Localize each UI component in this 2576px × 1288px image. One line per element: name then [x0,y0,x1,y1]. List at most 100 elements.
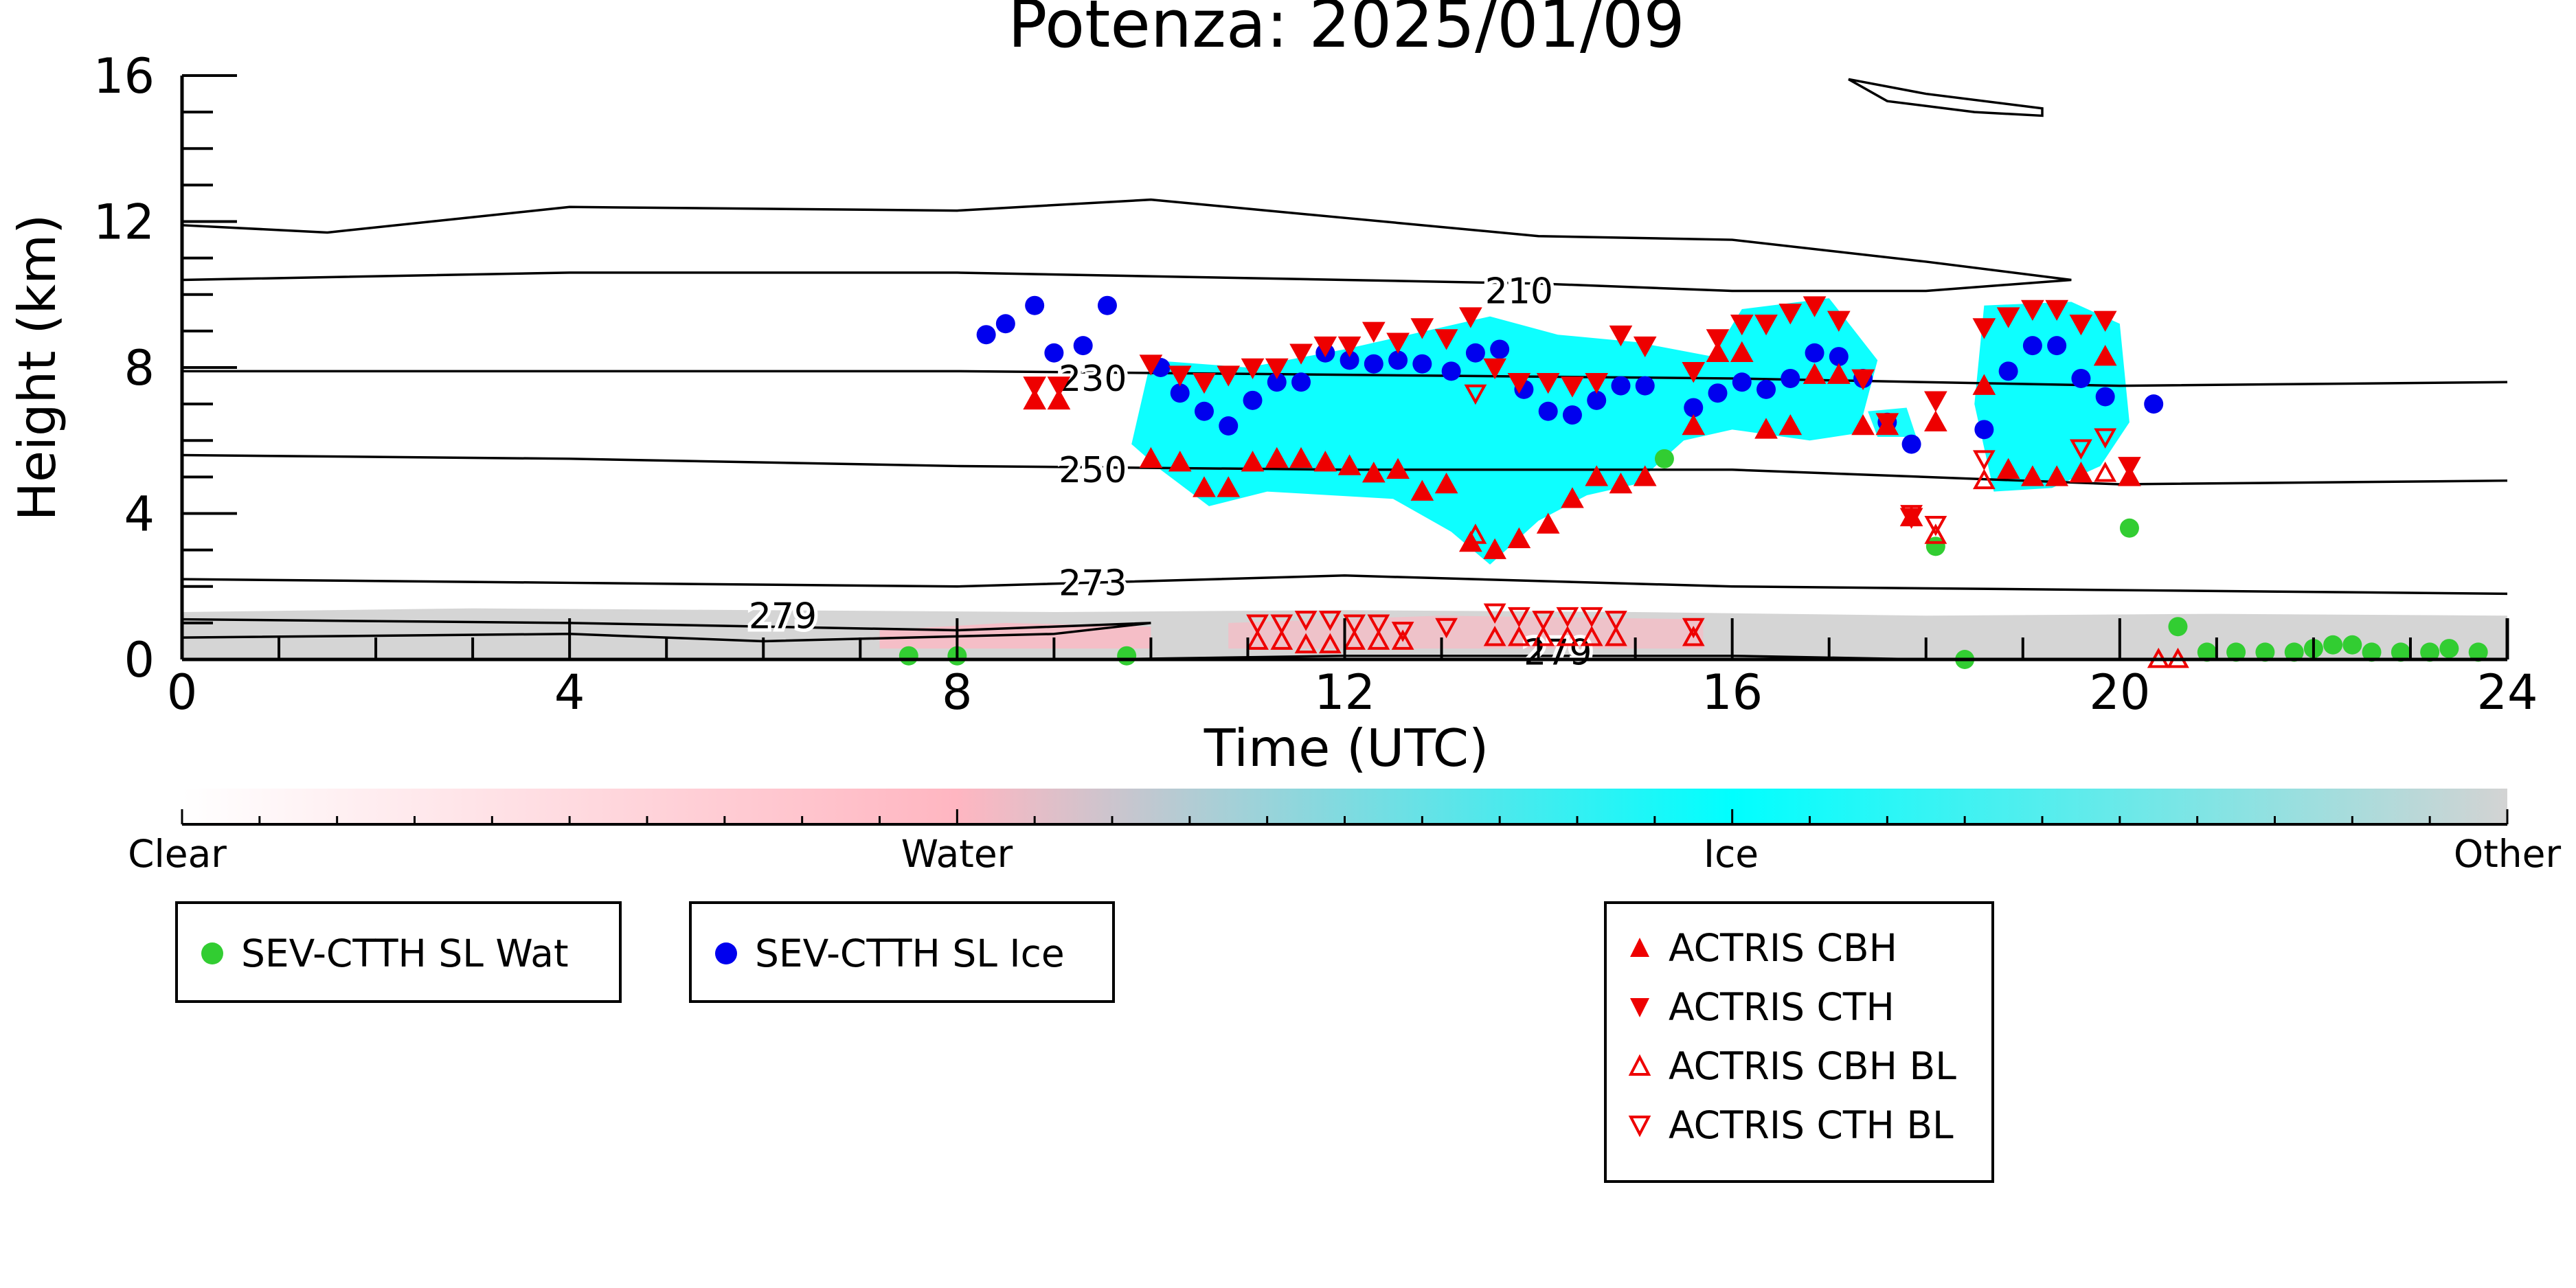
actris-cth-bl-point [1391,622,1414,642]
sev-ctth-sl-ice-point [1073,336,1093,356]
y-tick-label: 4 [124,486,155,543]
actris-cbh-point [1778,414,1803,436]
actris-cth-point [2021,300,2044,321]
actris-cth-point [1706,329,1730,350]
sev-ctth-sl-wat-point [2255,642,2275,662]
actris-cbh-point [1386,457,1410,479]
actris-cth-point [2069,314,2093,336]
sev-ctth-sl-ice-point [1781,368,1800,388]
actris-cth-point [1730,314,1754,336]
plot-area: 210 230 250 273 279 279 [181,78,2508,677]
contour-label: 250 [1059,450,1127,491]
sev-ctth-sl-ice-point [1829,347,1849,367]
sev-ctth-sl-ice-point [2144,394,2164,414]
actris-cth-point [1313,336,1337,358]
actris-cth-point [2093,310,2117,332]
contour-line [182,370,2508,387]
x-tick-label: 0 [167,664,198,721]
legend-label: ACTRIS CTH [1669,985,1895,1029]
actris-cth-point [1996,307,2020,328]
contour-label: 230 [1059,359,1127,400]
actris-cbh-point [1434,472,1458,494]
sev-ctth-sl-wat-point [2226,642,2246,662]
sev-ctth-sl-ice-point [2095,387,2115,407]
y-tick-label: 8 [124,340,155,396]
legend-label: ACTRIS CBH BL [1669,1044,1956,1088]
y-tick-label: 12 [93,194,155,251]
sev-ctth-sl-ice-point [1194,401,1214,421]
actris-cth-bl-point [1605,611,1627,631]
contour-line [181,574,2508,596]
actris-cth-bl-point [1343,614,1366,635]
actris-cbh-point [1924,410,1947,431]
actris-cbh-point [1241,451,1265,472]
sev-ctth-sl-ice-point [1490,339,1510,359]
sev-ctth-sl-ice-point [1465,343,1485,363]
actris-cbh-point [1507,527,1531,548]
actris-cth-point [1754,314,1778,336]
contour-label: 273 [1059,563,1127,604]
contour-line [181,198,2072,293]
actris-cth-bl-point [1294,611,1318,631]
legend-label: SEV-CTTH SL Wat [241,931,569,975]
legend-entry: SEV-CTTH SL Wat [192,931,569,975]
actris-cth-point [1609,325,1633,347]
actris-cth-point [1410,318,1434,339]
sev-ctth-sl-ice-point [1684,398,1704,418]
actris-cth-point [1803,296,1827,317]
sev-ctth-sl-ice-point [1611,376,1631,396]
actris-cth-bl-point [1972,450,1996,471]
actris-cth-point [1507,372,1531,394]
actris-cbh-bl-point [1556,626,1579,646]
actris-cbh-bl-point [1318,633,1342,654]
legend-ice: SEV-CTTH SL Ice [689,901,1115,1003]
actris-cbh-point [1827,363,1851,384]
sev-ctth-sl-ice-point [1267,372,1287,392]
sev-ctth-sl-ice-point [1587,390,1607,410]
sev-ctth-sl-wat-point [2197,642,2217,662]
colorbar-label-ice: Ice [1704,832,1759,876]
triangle-down-outline-icon [1628,1116,1651,1138]
triangle-down-icon [1630,998,1649,1017]
actris-cth-point [1386,332,1410,354]
sev-ctth-sl-ice-point [1441,361,1461,381]
actris-cth-point [1047,376,1071,398]
sev-ctth-sl-ice-point [1998,361,2018,381]
actris-cbh-point [1585,465,1609,486]
actris-cbh-bl-point [1924,523,1947,544]
actris-cbh-point [1996,457,2020,479]
actris-cbh-point [1803,363,1827,384]
actris-cth-bl-point [1580,607,1603,628]
sev-ctth-sl-ice-point [1974,420,1994,440]
actris-cbh-bl-point [1972,468,1996,490]
sev-ctth-sl-wat-point [2342,635,2362,655]
sev-ctth-sl-wat-point [1117,646,1137,666]
legend-entry: ACTRIS CBH [1619,926,1897,970]
x-tick-label: 20 [2089,664,2150,721]
sev-ctth-sl-ice-point [1291,372,1311,392]
contour-label: 279 [1524,632,1592,673]
colorbar-ticks [181,809,2509,824]
actris-cth-point [1633,336,1657,358]
actris-cth-bl-point [1900,505,1923,526]
y-axis-label: Height (km) [7,214,67,521]
actris-cth-point [1193,372,1216,394]
x-ticks: 0 4 8 12 16 20 24 [167,618,2538,721]
sev-ctth-sl-ice-point [1635,376,1655,396]
actris-cth-point [1337,336,1362,358]
water-class-region [1228,615,1704,649]
sev-ctth-sl-ice-point [1901,434,1921,454]
actris-cbh-point [1682,414,1706,436]
sev-ctth-sl-ice-point [976,325,996,345]
actris-cbh-bl-point [1580,626,1603,646]
sev-ctth-sl-ice-point [1170,383,1190,403]
actris-cbh-point [1754,418,1778,439]
actris-cth-bl-point [1532,611,1555,631]
legend-entry: ACTRIS CTH BL [1619,1103,1954,1147]
sev-ctth-sl-ice-point [1538,401,1558,421]
sev-ctth-sl-wat-point [2284,642,2304,662]
actris-cth-bl-point [1483,603,1506,624]
actris-cbh-point [1609,472,1633,494]
actris-cbh-point [1730,341,1754,363]
sev-ctth-sl-wat-point [2468,642,2488,662]
